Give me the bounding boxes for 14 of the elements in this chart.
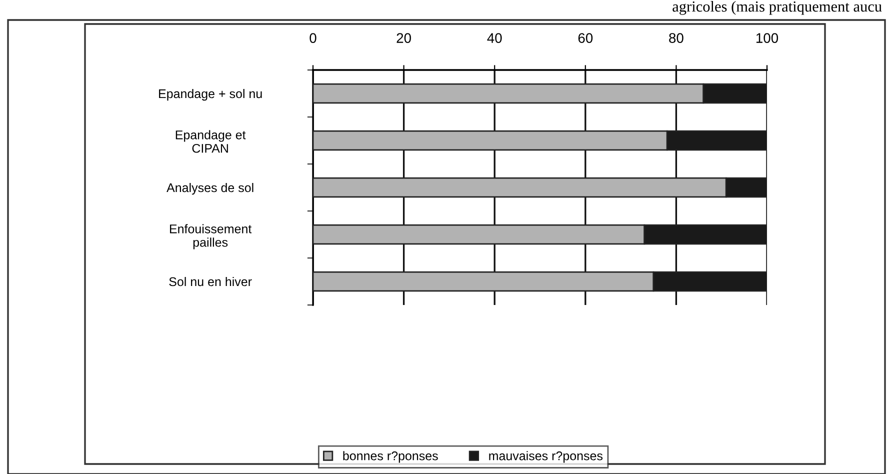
x-tick-label: 60	[578, 33, 593, 43]
legend-label: mauvaises r?ponses	[489, 451, 603, 463]
y-tick-label: Epandage + sol nu	[159, 88, 262, 101]
y-tick-label: Analyses de sol	[166, 182, 254, 195]
x-tick-label: 80	[669, 33, 684, 43]
legend-label: bonnes r?ponses	[343, 451, 438, 463]
x-tick-label: 20	[396, 33, 411, 43]
x-tick-label: 40	[487, 33, 502, 43]
y-tick-label: Epandage et CIPAN	[176, 130, 246, 153]
text: agricoles (mais pratiquement aucu	[672, 0, 882, 15]
y-tick-label: Enfouissement pailles	[170, 224, 252, 250]
x-tick-label: 0	[310, 33, 316, 43]
y-tick-label: Sol nu en hiver	[169, 276, 252, 286]
x-tick-label: 100	[756, 33, 778, 43]
